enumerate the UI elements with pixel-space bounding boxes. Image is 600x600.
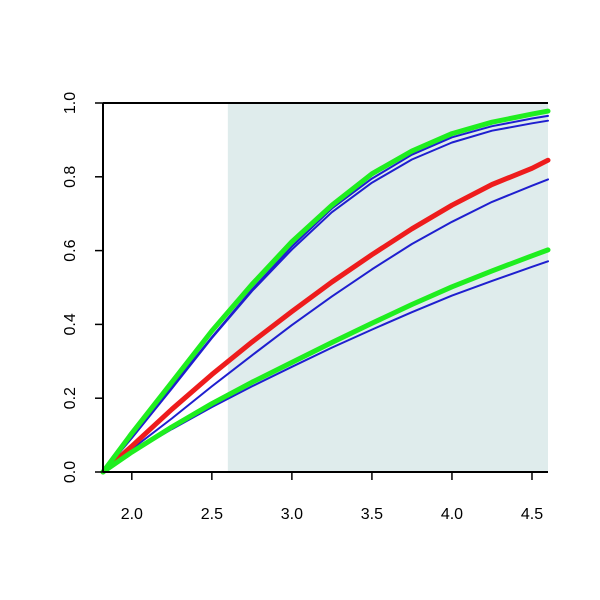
x-tick-label: 4.5 [521, 506, 543, 523]
shaded-region [227, 103, 548, 472]
y-tick-label: 0.8 [62, 166, 79, 188]
series-line-2-blue [102, 178, 549, 473]
x-tick-label: 2.0 [121, 506, 143, 523]
y-tick-label: 1.0 [62, 92, 79, 114]
y-tick-label: 0.2 [62, 387, 79, 409]
x-tick-label: 3.5 [361, 506, 383, 523]
y-tick-label: 0.6 [62, 239, 79, 261]
series-line-5-red [100, 157, 551, 475]
axes: 0.0 0.2 0.4 0.6 0.8 1.0 2.0 2.5 3.0 3.5 4.0 4.5 [62, 92, 548, 523]
x-tick-label: 2.5 [201, 506, 223, 523]
series-line-7-green [100, 108, 551, 475]
y-tick-label: 0.0 [62, 461, 79, 483]
series-line-3-blue [102, 119, 549, 473]
x-tick-label: 4.0 [441, 506, 463, 523]
y-tick-label: 0.4 [62, 313, 79, 335]
series-layer [100, 108, 551, 475]
shaded-region-layer [227, 103, 548, 472]
x-tick-label: 3.0 [281, 506, 303, 523]
series-line-6-green [100, 247, 551, 475]
